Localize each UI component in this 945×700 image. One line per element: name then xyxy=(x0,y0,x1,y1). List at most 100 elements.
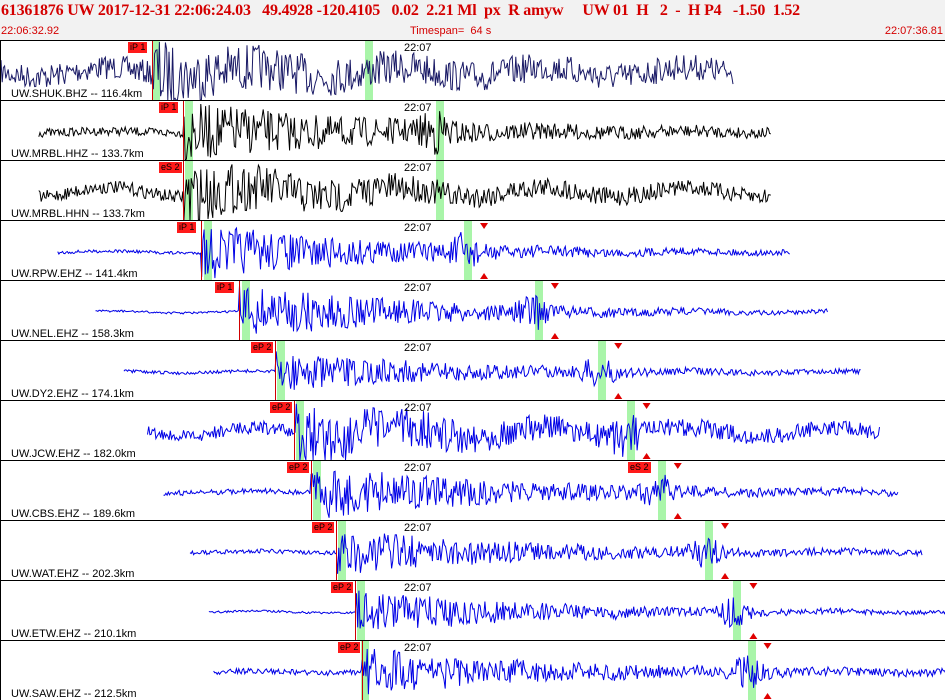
trace-panel[interactable]: eP 2 22:07 UW.SAW.EHZ -- 212.5km xyxy=(0,640,945,700)
phase-pick-label[interactable]: eS 2 xyxy=(628,462,651,473)
waveform-trace xyxy=(213,648,945,695)
trace-panel[interactable]: iP 1 22:07 UW.RPW.EHZ -- 141.4km xyxy=(0,220,945,280)
time-mark-label: 22:07 xyxy=(404,282,432,294)
pick-line[interactable] xyxy=(275,341,276,400)
pick-window-band xyxy=(204,221,212,280)
phase-pick-label[interactable]: iP 1 xyxy=(215,282,235,293)
time-mark-label: 22:07 xyxy=(404,162,432,174)
pick-window-band xyxy=(357,581,365,640)
time-mark-label: 22:07 xyxy=(404,522,432,534)
amplitude-marker xyxy=(642,453,651,459)
pick-window-band xyxy=(185,101,193,160)
waveform-trace xyxy=(1,41,734,100)
trace-panel[interactable]: iP 1 22:07 UW.NEL.EHZ -- 158.3km xyxy=(0,280,945,340)
phase-pick-label[interactable]: eP 2 xyxy=(270,402,293,413)
waveform-trace xyxy=(189,533,923,574)
trace-panel[interactable]: iP 1 22:07 UW.SHUK.BHZ -- 116.4km xyxy=(0,40,945,100)
time-mark-label: 22:07 xyxy=(404,42,432,54)
time-mark-label: 22:07 xyxy=(404,402,432,414)
waveform-trace xyxy=(57,226,790,279)
amplitude-marker xyxy=(550,333,559,339)
station-label: UW.SAW.EHZ -- 212.5km xyxy=(11,688,137,700)
phase-pick-label[interactable]: eP 2 xyxy=(338,642,361,653)
amplitude-marker xyxy=(642,403,651,409)
time-mark-label: 22:07 xyxy=(404,102,432,114)
waveform-trace xyxy=(38,163,771,220)
amplitude-marker xyxy=(673,513,682,519)
phase-pick-label[interactable]: eP 2 xyxy=(287,462,310,473)
end-time-label: 22:07:36.81 xyxy=(884,25,943,37)
phase-pick-label[interactable]: iP 1 xyxy=(128,42,148,53)
amplitude-marker xyxy=(721,523,730,529)
amplitude-marker xyxy=(614,343,623,349)
pick-line[interactable] xyxy=(152,41,153,100)
station-label: UW.DY2.EHZ -- 174.1km xyxy=(11,388,134,400)
station-label: UW.SHUK.BHZ -- 116.4km xyxy=(11,88,143,100)
waveform-trace xyxy=(147,403,880,460)
trace-panel[interactable]: eP 2 22:07 UW.WAT.EHZ -- 202.3km xyxy=(0,520,945,580)
pick-window-band xyxy=(361,641,369,700)
amplitude-marker xyxy=(749,583,758,589)
amplitude-marker xyxy=(721,573,730,579)
pick-window-band xyxy=(313,461,321,520)
pick-window-band xyxy=(705,521,713,580)
pick-window-band xyxy=(338,521,346,580)
amplitude-marker xyxy=(480,273,489,279)
pick-line[interactable] xyxy=(362,641,363,700)
waveform xyxy=(213,643,945,699)
waveform xyxy=(95,283,828,339)
amplitude-marker xyxy=(673,463,682,469)
time-mark-label: 22:07 xyxy=(404,582,432,594)
amplitude-marker xyxy=(480,223,489,229)
station-label: UW.MRBL.HHZ -- 133.7km xyxy=(11,148,144,160)
trace-panel[interactable]: eP 2 eS 2 22:07 UW.CBS.EHZ -- 189.6km xyxy=(0,460,945,520)
waveform xyxy=(208,583,945,639)
pick-window-band xyxy=(296,401,304,460)
station-label: UW.ETW.EHZ -- 210.1km xyxy=(11,628,137,640)
station-label: UW.JCW.EHZ -- 182.0km xyxy=(11,448,136,460)
phase-pick-label[interactable]: iP 1 xyxy=(177,222,197,233)
waveform-trace xyxy=(208,590,945,630)
pick-line[interactable] xyxy=(294,401,295,460)
waveform xyxy=(123,343,861,399)
waveform xyxy=(57,223,790,279)
phase-pick-label[interactable]: eP 2 xyxy=(251,342,274,353)
pick-line[interactable] xyxy=(311,461,312,520)
waveform-trace xyxy=(163,470,899,518)
phase-pick-label[interactable]: eP 2 xyxy=(331,582,354,593)
trace-panel[interactable]: iP 1 22:07 UW.MRBL.HHZ -- 133.7km xyxy=(0,100,945,160)
pick-line[interactable] xyxy=(336,521,337,580)
pick-line[interactable] xyxy=(239,281,240,340)
pick-line[interactable] xyxy=(201,221,202,280)
phase-pick-label[interactable]: iP 1 xyxy=(159,102,179,113)
trace-panel[interactable]: eP 2 22:07 UW.DY2.EHZ -- 174.1km xyxy=(0,340,945,400)
station-label: UW.MRBL.HHN -- 133.7km xyxy=(11,208,145,220)
waveform-trace xyxy=(123,351,861,390)
pick-window-band xyxy=(464,221,472,280)
time-mark-label: 22:07 xyxy=(404,642,432,654)
pick-window-band xyxy=(658,461,666,520)
phase-pick-label[interactable]: eS 2 xyxy=(159,162,182,173)
pick-line[interactable] xyxy=(355,581,356,640)
seismogram-panels: iP 1 22:07 UW.SHUK.BHZ -- 116.4km iP 1 22:07… xyxy=(0,40,945,700)
trace-panel[interactable]: eS 2 22:07 UW.MRBL.HHN -- 133.7km xyxy=(0,160,945,220)
pick-line[interactable] xyxy=(183,161,184,220)
waveform-trace xyxy=(95,285,828,334)
waveform xyxy=(163,463,899,519)
waveform xyxy=(38,163,771,220)
station-label: UW.NEL.EHZ -- 158.3km xyxy=(11,328,134,340)
pick-window-band xyxy=(152,41,160,100)
time-mark-label: 22:07 xyxy=(404,342,432,354)
amplitude-marker xyxy=(763,693,772,699)
waveform xyxy=(1,41,734,100)
pick-window-band xyxy=(436,101,444,160)
waveform xyxy=(189,523,923,579)
waveform-trace xyxy=(38,103,771,160)
phase-pick-label[interactable]: eP 2 xyxy=(312,522,335,533)
waveform xyxy=(38,103,771,160)
pick-line[interactable] xyxy=(183,101,184,160)
amplitude-marker xyxy=(614,393,623,399)
trace-panel[interactable]: eP 2 22:07 UW.ETW.EHZ -- 210.1km xyxy=(0,580,945,640)
trace-panel[interactable]: eP 2 22:07 UW.JCW.EHZ -- 182.0km xyxy=(0,400,945,460)
event-title: 61361876 UW 2017-12-31 22:06:24.03 49.49… xyxy=(1,2,800,19)
